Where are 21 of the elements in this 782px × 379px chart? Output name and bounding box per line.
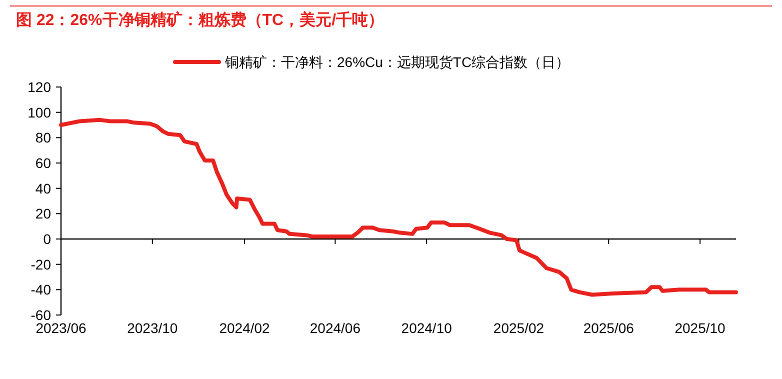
y-tick-label: -60 [30,307,52,323]
y-tick-label: 60 [35,155,52,171]
legend-label: 铜精矿：干净料：26%Cu：远期现货TC综合指数（日） [224,54,570,70]
y-tick-label: 100 [28,104,52,120]
y-tick-label: 20 [35,206,52,222]
line-series [59,118,738,297]
x-tick-label: 2023/06 [36,320,87,336]
x-tick-label: 2023/10 [127,320,178,336]
y-tick-label: 80 [35,130,52,146]
x-tick-label: 2024/02 [219,320,270,336]
y-tick-label: -20 [30,256,52,272]
x-tick-label: 2024/06 [310,320,361,336]
x-tick-label: 2024/10 [401,320,452,336]
y-tick-label: 0 [43,231,52,247]
x-tick-label: 2025/06 [583,320,634,336]
y-tick-label: -40 [30,282,52,298]
y-tick-label: 40 [35,180,52,196]
x-tick-label: 2025/10 [674,320,726,336]
y-tick-label: 120 [28,79,52,95]
x-tick-label: 2025/02 [493,320,544,336]
chart-title: 图 22：26%干净铜精矿：粗炼费（TC，美元/千吨） [16,10,384,29]
